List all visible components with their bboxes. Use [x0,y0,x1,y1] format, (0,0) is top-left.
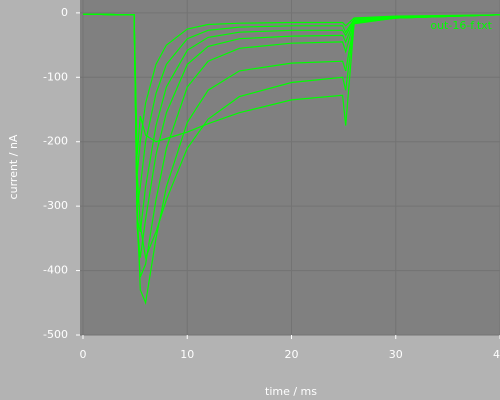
y-tick-label: -400 [43,264,68,277]
x-tick-label: 30 [389,348,403,361]
x-tick-label: 10 [180,348,194,361]
y-tick-label: 0 [61,6,68,19]
y-tick-label: -100 [43,70,68,83]
x-tick-label: 0 [80,348,87,361]
sweep-line [82,13,500,233]
x-tick-label: 20 [285,348,299,361]
sweep-line [82,13,500,260]
legend-label: out-16-f.txt [430,19,492,32]
sweep-line [82,13,500,155]
y-tick-label: -300 [43,199,68,212]
y-tick-label: -500 [43,328,68,341]
y-tick-label: -200 [43,135,68,148]
x-axis-label: time / ms [265,385,317,398]
y-axis-label: current / nA [7,134,20,199]
x-tick-label: 40 [493,348,500,361]
sweep-line [82,13,500,174]
sweep-line [82,13,500,305]
